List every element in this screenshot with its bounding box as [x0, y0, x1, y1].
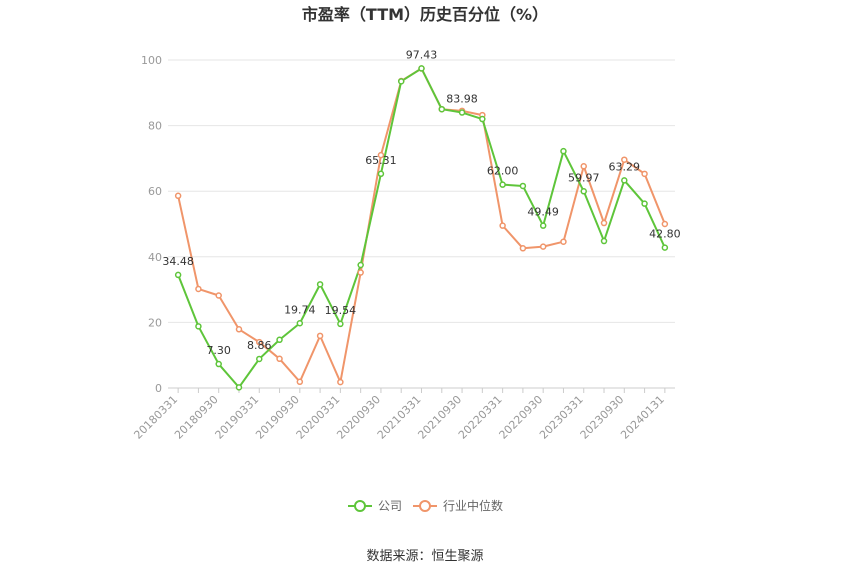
series-point-0: [276, 336, 283, 344]
data-label: 83.98: [446, 93, 478, 106]
series-point-1: [337, 378, 344, 386]
series-point-0: [479, 115, 486, 123]
series-point-0: [499, 181, 506, 188]
data-label: 62.00: [487, 165, 519, 178]
series-point-0: [519, 182, 527, 190]
series-point-1: [215, 292, 222, 299]
series-point-1: [621, 156, 628, 163]
series-point-1: [499, 222, 506, 229]
series-point-0: [256, 355, 263, 363]
data-label: 49.49: [527, 206, 559, 219]
series-point-0: [215, 360, 222, 368]
x-axis: 2018033120180930201903312019093020200331…: [131, 387, 675, 442]
y-tick-label: 20: [148, 316, 162, 329]
series-point-0: [174, 271, 182, 279]
series-point-1: [316, 332, 324, 340]
data-label: 8.86: [247, 339, 272, 352]
series-point-0: [357, 261, 364, 269]
y-axis-ticks: 0 20 40 60 80 100: [141, 54, 162, 395]
series-point-1: [357, 269, 364, 276]
legend-item-industry-median[interactable]: 行业中位数: [413, 498, 503, 513]
y-tick-label: 40: [148, 251, 162, 264]
y-tick-label: 0: [155, 382, 162, 395]
series-point-1: [641, 170, 648, 178]
data-label: 19.54: [325, 304, 357, 317]
series-points: [174, 65, 669, 391]
series-point-1: [539, 243, 547, 250]
legend-company-label: 公司: [378, 499, 402, 513]
series-line-1: [177, 67, 666, 384]
legend-item-company[interactable]: 公司: [348, 499, 402, 513]
series-point-0: [235, 384, 243, 391]
series-point-0: [600, 237, 608, 245]
series-point-1: [661, 220, 669, 228]
data-label: 7.30: [206, 344, 231, 357]
x-tick-label: 20240131: [618, 393, 667, 442]
series-point-0: [641, 200, 648, 207]
series-point-1: [600, 219, 608, 227]
grid-lines: [168, 59, 675, 323]
series-point-0: [377, 170, 385, 178]
data-label: 65.31: [365, 154, 397, 167]
data-label: 19.74: [284, 303, 316, 316]
series-point-0: [438, 105, 446, 113]
series-point-1: [377, 151, 385, 159]
series-point-1: [276, 355, 283, 363]
data-labels: 34.48 7.30 8.86 19.74 19.54 65.31 97.43 83.98 62…: [162, 48, 680, 357]
series-point-0: [580, 188, 587, 195]
series-point-1: [519, 245, 527, 252]
data-label: 63.29: [609, 160, 641, 173]
series-point-0: [621, 177, 628, 184]
y-tick-label: 80: [148, 120, 162, 133]
series-point-1: [296, 378, 304, 386]
series-point-1: [174, 192, 182, 200]
series-point-0: [397, 78, 405, 85]
series-point-0: [661, 244, 669, 251]
legend-company-marker: [354, 500, 366, 512]
series-point-0: [560, 147, 567, 155]
series-point-1: [235, 326, 243, 333]
series-point-0: [195, 323, 202, 330]
data-label: 97.43: [406, 48, 438, 61]
series-point-1: [560, 238, 567, 245]
series-point-1: [580, 163, 587, 170]
series-point-1: [256, 338, 263, 346]
legend[interactable]: 公司 行业中位数: [348, 498, 503, 513]
legend-industry-marker: [419, 500, 431, 512]
legend-industry-label: 行业中位数: [443, 498, 503, 513]
y-tick-label: 100: [141, 54, 162, 67]
series-point-1: [195, 285, 202, 293]
series-point-0: [418, 65, 425, 72]
series-point-0: [296, 320, 304, 327]
y-tick-label: 60: [148, 185, 162, 198]
data-label: 34.48: [162, 255, 194, 268]
data-label: 59.97: [568, 171, 600, 184]
series-point-0: [337, 320, 344, 328]
data-label: 42.80: [649, 228, 681, 241]
chart-title: 市盈率（TTM）历史百分位（%）: [302, 5, 548, 24]
series-point-0: [539, 222, 547, 229]
series-point-0: [458, 109, 466, 116]
series-point-0: [316, 281, 324, 288]
data-source: 数据来源：恒生聚源: [366, 549, 483, 564]
